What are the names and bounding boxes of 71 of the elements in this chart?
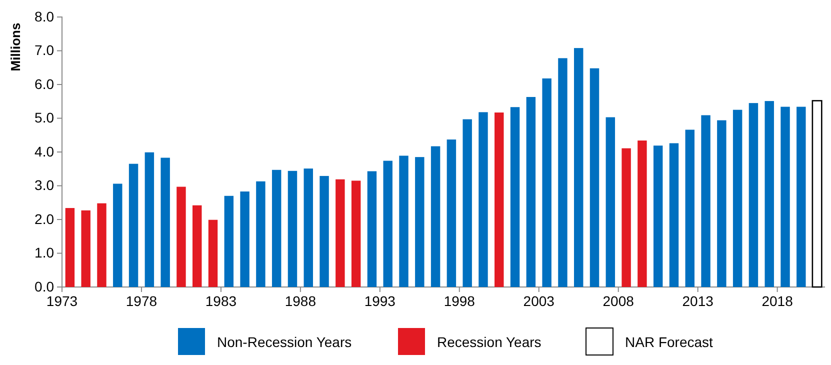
bar xyxy=(606,117,616,287)
y-tick-label: 8.0 xyxy=(34,8,54,24)
bar xyxy=(574,48,584,287)
x-tick-label: 1983 xyxy=(205,293,237,309)
bar xyxy=(304,168,313,287)
bar xyxy=(272,170,282,287)
bar xyxy=(478,112,488,287)
bar xyxy=(399,156,408,287)
bar xyxy=(128,164,138,287)
x-tick-label: 2018 xyxy=(762,293,794,309)
bar xyxy=(701,115,710,287)
bar xyxy=(653,146,663,287)
bar xyxy=(510,107,520,287)
bar xyxy=(256,181,266,287)
y-tick-label: 3.0 xyxy=(34,177,54,194)
bar xyxy=(717,120,726,287)
bar xyxy=(160,158,170,287)
bar xyxy=(192,205,202,287)
bar xyxy=(176,186,186,287)
y-tick-label: 2.0 xyxy=(34,210,54,227)
x-tick-label: 1973 xyxy=(46,293,78,309)
y-tick-label: 5.0 xyxy=(34,110,54,126)
legend-label: NAR Forecast xyxy=(625,334,714,350)
x-tick-label: 1993 xyxy=(364,293,396,309)
legend-label: Non-Recession Years xyxy=(217,334,352,350)
bar xyxy=(494,112,504,287)
y-tick-label: 6.0 xyxy=(34,76,54,92)
x-tick-label: 2008 xyxy=(602,293,634,309)
bar xyxy=(590,68,600,287)
bar xyxy=(383,160,392,287)
y-tick-label: 0.0 xyxy=(34,278,54,294)
bar xyxy=(685,130,694,287)
bar xyxy=(336,179,345,287)
bar xyxy=(240,191,250,287)
y-tick-label: 1.0 xyxy=(34,244,54,261)
bar xyxy=(288,170,298,287)
bar xyxy=(430,146,440,287)
bar xyxy=(224,196,234,287)
y-tick-label: 4.0 xyxy=(34,143,54,160)
bar xyxy=(208,220,218,287)
bar xyxy=(65,208,75,287)
x-tick-label: 1978 xyxy=(126,293,158,309)
bar xyxy=(622,148,631,287)
bar xyxy=(748,103,758,287)
x-tick-label: 2003 xyxy=(523,293,555,309)
bar xyxy=(113,184,122,287)
bar xyxy=(97,203,106,287)
bar xyxy=(764,101,774,287)
bar xyxy=(144,152,154,287)
bar xyxy=(351,180,361,287)
x-tick-label: 2013 xyxy=(682,293,714,309)
legend-label: Recession Years xyxy=(437,334,542,350)
bar xyxy=(669,143,679,287)
bar xyxy=(558,58,568,287)
bar xyxy=(367,171,377,287)
bar xyxy=(446,140,456,287)
y-tick-label: 7.0 xyxy=(34,42,54,58)
bar xyxy=(320,176,329,287)
bar xyxy=(796,106,806,287)
bar xyxy=(462,119,472,287)
bar xyxy=(732,110,742,287)
x-tick-label: 1988 xyxy=(284,293,316,309)
bar xyxy=(542,78,552,287)
x-tick-label: 1998 xyxy=(444,293,476,309)
bar xyxy=(780,106,790,287)
y-axis-title: Millions xyxy=(8,22,23,72)
bar xyxy=(81,210,90,287)
bar xyxy=(526,96,536,287)
bar xyxy=(812,100,822,288)
bar xyxy=(638,140,647,287)
bar xyxy=(415,157,424,287)
